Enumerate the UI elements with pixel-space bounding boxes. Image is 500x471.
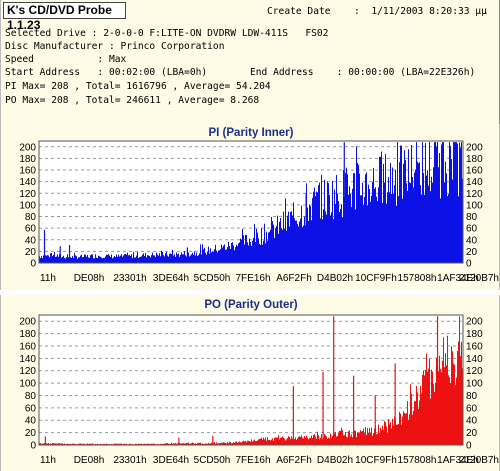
y-tick-label-left: 140 (19, 177, 36, 188)
x-tick-label: 157808h (398, 455, 437, 466)
create-date-value: : 1/11/2003 8:20:33 μμ (354, 6, 487, 17)
x-tick-label: 1AF34Eh (437, 455, 479, 466)
x-tick-label: 3DE64h (153, 273, 189, 284)
y-tick-label-left: 180 (19, 154, 36, 165)
y-tick-label-left: 200 (19, 317, 36, 328)
x-tick-label: 5CD50h (194, 273, 231, 284)
y-tick-label-right: 80 (466, 212, 478, 223)
y-tick-label-right: 20 (466, 247, 478, 258)
y-tick-label-left: 160 (19, 341, 36, 352)
speed: Speed : Max (5, 54, 127, 65)
x-tick-label: 11h (40, 273, 56, 284)
y-tick-label-right: 20 (466, 428, 478, 439)
y-tick-label-right: 140 (466, 177, 483, 188)
pi-summary: PI Max= 208 , Total= 1616796 , Average= … (5, 81, 271, 92)
x-tick-label: A6F2Fh (276, 273, 312, 284)
po-chart-title: PO (Parity Outer) (204, 299, 298, 311)
y-tick-label-left: 180 (19, 329, 36, 340)
x-tick-label: 2120B7h (459, 273, 499, 284)
plot-frame (38, 140, 464, 264)
y-tick-label-left: 80 (25, 391, 37, 402)
y-tick-label-left: 20 (25, 428, 37, 439)
y-tick-label-left: 60 (25, 403, 37, 414)
y-tick-label-right: 160 (466, 341, 483, 352)
x-tick-label: DE08h (74, 455, 105, 466)
x-tick-label: 23301h (113, 455, 146, 466)
y-tick-label-left: 60 (25, 224, 37, 235)
pi-chart-panel: PI (Parity Inner) 0 0 20 20 40 40 60 60 80 80 100 1… (0, 124, 500, 290)
plot-frame (38, 314, 464, 446)
y-tick-label-right: 80 (466, 391, 478, 402)
x-tick-label: D4B02h (317, 273, 353, 284)
x-tick-label: 10CF9Fh (355, 455, 397, 466)
y-tick-label-left: 0 (30, 259, 36, 270)
x-tick-label: DE08h (74, 273, 105, 284)
y-tick-label-left: 80 (25, 212, 37, 223)
y-tick-label-left: 0 (30, 441, 36, 452)
x-tick-label: D4B02h (317, 455, 353, 466)
x-tick-label: 7FE16h (235, 455, 270, 466)
y-tick-label-left: 20 (25, 247, 37, 258)
y-tick-label-right: 120 (466, 366, 483, 377)
app-title: K's CD/DVD Probe 1.1.23 (3, 2, 126, 32)
end-address: End Address : 00:00:00 (LBA=22E326h) (250, 67, 476, 78)
y-tick-label-right: 200 (466, 317, 483, 328)
y-tick-label-right: 60 (466, 403, 478, 414)
create-date-label: Create Date (267, 6, 331, 17)
y-tick-label-left: 40 (25, 235, 37, 246)
y-tick-label-left: 140 (19, 354, 36, 365)
x-tick-label: 3DE64h (153, 455, 189, 466)
y-tick-label-left: 40 (25, 416, 37, 427)
y-tick-label-right: 0 (466, 441, 472, 452)
y-tick-label-right: 180 (466, 329, 483, 340)
y-tick-label-right: 200 (466, 142, 483, 153)
x-tick-label: A6F2Fh (276, 455, 312, 466)
po-chart-panel: PO (Parity Outer) 0 0 20 20 40 40 60 60 80 80 100 1… (0, 295, 500, 471)
y-tick-label-right: 160 (466, 166, 483, 177)
x-tick-label: 11h (40, 455, 56, 466)
po-summary: PO Max= 208 , Total= 246611 , Average= 8… (5, 95, 260, 106)
x-tick-label: 157808h (398, 273, 437, 284)
x-tick-label: 7FE16h (235, 273, 270, 284)
y-tick-label-left: 100 (19, 200, 36, 211)
y-tick-label-right: 120 (466, 189, 483, 200)
x-tick-label: 5CD50h (194, 455, 231, 466)
x-tick-label: 23301h (113, 273, 146, 284)
y-tick-label-right: 40 (466, 235, 478, 246)
y-tick-label-right: 0 (466, 259, 472, 270)
info-panel: K's CD/DVD Probe 1.1.23 Create Date : 1/… (0, 0, 500, 124)
y-tick-label-left: 200 (19, 142, 36, 153)
selected-drive: Selected Drive : 2-0-0-0 F:LITE-ON DVDRW… (5, 28, 329, 39)
y-tick-label-right: 100 (466, 379, 483, 390)
y-tick-label-right: 180 (466, 154, 483, 165)
disc-manufacturer: Disc Manufacturer : Princo Corporation (5, 41, 225, 52)
x-tick-label: 10CF9Fh (355, 273, 397, 284)
x-tick-label: 2120B7h (459, 455, 499, 466)
y-tick-label-right: 140 (466, 354, 483, 365)
start-address: Start Address : 00:02:00 (LBA=0h) (5, 67, 208, 78)
y-tick-label-right: 60 (466, 224, 478, 235)
pi-chart-title: PI (Parity Inner) (208, 127, 294, 139)
y-tick-label-left: 160 (19, 166, 36, 177)
y-tick-label-left: 120 (19, 189, 36, 200)
y-tick-label-left: 120 (19, 366, 36, 377)
y-tick-label-right: 100 (466, 200, 483, 211)
y-tick-label-right: 40 (466, 416, 478, 427)
y-tick-label-left: 100 (19, 379, 36, 390)
x-tick-label: 1AF34Eh (437, 273, 479, 284)
